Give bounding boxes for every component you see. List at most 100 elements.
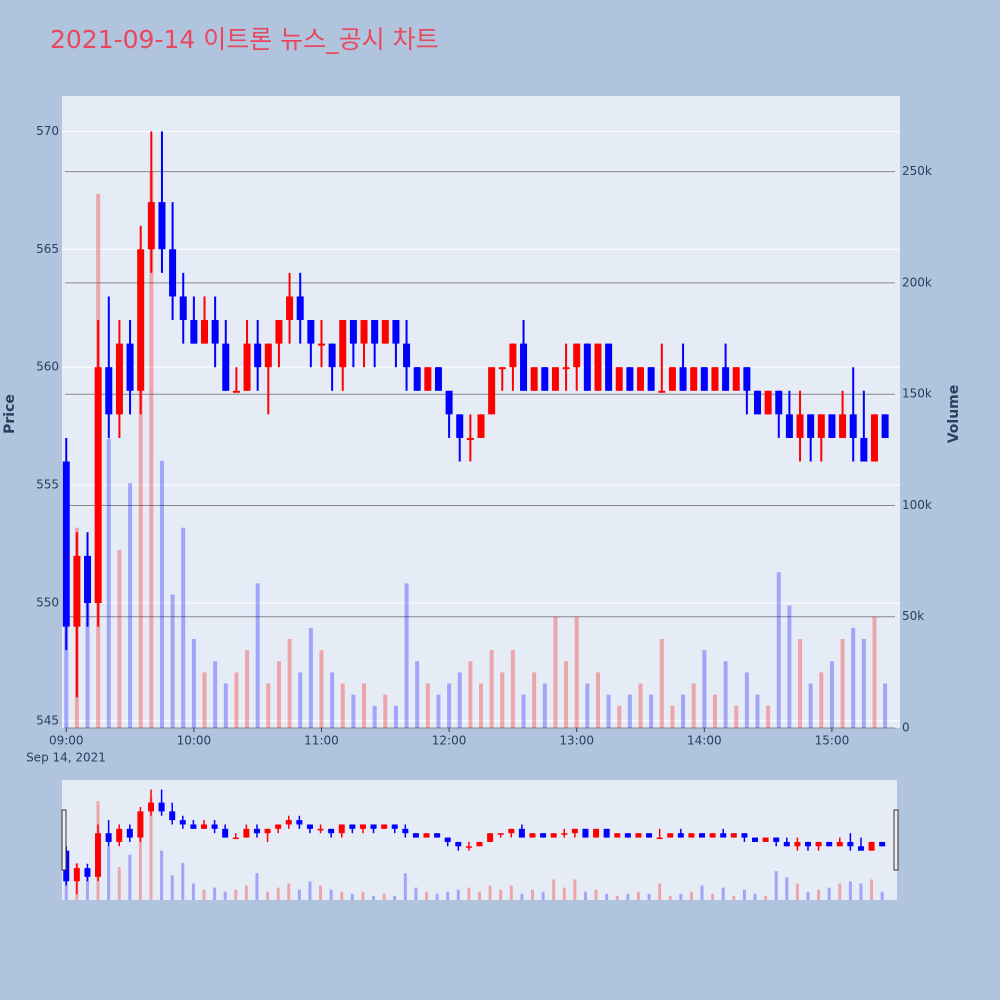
candle-body	[605, 343, 613, 391]
slider-volume-bar	[202, 889, 206, 900]
range-slider[interactable]	[62, 780, 897, 900]
slider-candle-body	[338, 824, 345, 834]
slider-candle-body	[105, 833, 112, 842]
volume-bar	[425, 683, 430, 728]
volume-bar	[606, 694, 611, 728]
slider-candle-body	[593, 828, 600, 838]
candle-body	[594, 343, 602, 391]
y2-tick-label: 100k	[902, 498, 932, 512]
slider-volume-bar	[594, 889, 598, 900]
slider-volume-bar	[668, 895, 672, 900]
slider-candle-body	[275, 824, 282, 829]
candle-body	[743, 367, 751, 391]
candle-body	[573, 343, 581, 368]
slider-volume-bar	[297, 889, 301, 900]
slider-handle[interactable]	[893, 809, 899, 871]
slider-handle[interactable]	[61, 809, 67, 871]
slider-volume-bar	[647, 893, 651, 900]
volume-bar	[744, 672, 749, 728]
candle-body	[222, 343, 230, 391]
candle-body	[488, 367, 496, 415]
volume-bar	[723, 661, 728, 728]
volume-bar	[500, 672, 505, 728]
slider-volume-bar	[583, 891, 587, 900]
volume-bar	[319, 650, 324, 728]
volume-bar	[457, 672, 462, 728]
slider-volume-bar	[689, 891, 693, 900]
volume-bar	[702, 650, 707, 728]
slider-candle-body	[222, 828, 229, 838]
slider-volume-bar	[721, 887, 725, 900]
candle-body	[275, 320, 283, 344]
candle-body	[668, 367, 676, 391]
volume-bar	[266, 683, 271, 728]
volume-bar	[85, 572, 90, 728]
slider-volume-bar	[541, 891, 545, 900]
slider-candle-body	[465, 846, 472, 848]
slider-candle-body	[762, 837, 769, 842]
slider-volume-bar	[372, 895, 376, 900]
candle-body	[73, 555, 81, 627]
slider-volume-bar	[128, 854, 132, 900]
candle-body	[360, 320, 368, 344]
volume-bar	[436, 694, 441, 728]
slider-volume-bar	[742, 889, 746, 900]
slider-volume-bar	[170, 875, 174, 900]
volume-bar	[649, 694, 654, 728]
slider-candle-body	[508, 828, 515, 834]
candle-body	[381, 320, 389, 344]
slider-candle-body	[699, 833, 706, 838]
slider-volume-bar	[552, 879, 556, 900]
candle-body	[296, 296, 304, 321]
candle-body	[254, 343, 262, 368]
candle-body	[881, 414, 889, 438]
volume-bar	[766, 705, 771, 728]
candle-body	[562, 367, 570, 370]
volume-bar	[223, 683, 228, 728]
volume-bar	[851, 627, 856, 728]
slider-candle-body	[677, 833, 684, 838]
y2-tick-label: 250k	[902, 164, 932, 178]
candle-body	[179, 296, 187, 321]
y-tick-label: 550	[36, 596, 59, 610]
slider-candle-body	[200, 824, 207, 829]
candle-body	[509, 343, 517, 368]
slider-candle-body	[253, 828, 260, 834]
volume-bar	[170, 594, 175, 728]
slider-candle-body	[306, 824, 313, 829]
slider-volume-bar	[764, 895, 768, 900]
slider-candle-body	[73, 868, 80, 882]
slider-candle-body	[84, 868, 91, 877]
candle-body	[658, 390, 666, 393]
volume-bar	[372, 705, 377, 728]
slider-candle-body	[773, 837, 780, 842]
volume-bar	[510, 650, 515, 728]
slider-volume-bar	[774, 871, 778, 900]
slider-volume-bar	[213, 887, 217, 900]
slider-candle-body	[285, 820, 292, 825]
volume-bar	[691, 683, 696, 728]
x-tick-label: 12:00	[432, 734, 467, 748]
slider-volume-bar	[785, 877, 789, 900]
candle-body	[328, 343, 336, 368]
slider-candle-body	[137, 811, 144, 838]
candle-body	[243, 343, 251, 391]
candle-body	[764, 390, 772, 415]
slider-volume-bar	[308, 881, 312, 900]
candle-body	[126, 343, 134, 391]
slider-candle-body	[455, 841, 462, 847]
volume-bar	[734, 705, 739, 728]
x-tick-label: 10:00	[177, 734, 212, 748]
slider-candle-body	[370, 824, 377, 829]
candle-body	[445, 390, 453, 415]
slider-candle-body	[571, 828, 578, 834]
slider-volume-bar	[488, 885, 492, 900]
slider-volume-bar	[234, 889, 238, 900]
volume-bar	[670, 705, 675, 728]
y-tick-label: 565	[36, 242, 59, 256]
slider-candle-body	[752, 837, 759, 842]
candle-body	[232, 390, 240, 393]
slider-volume-bar	[562, 887, 566, 900]
slider-candle-body	[614, 833, 621, 838]
slider-volume-bar	[340, 891, 344, 900]
